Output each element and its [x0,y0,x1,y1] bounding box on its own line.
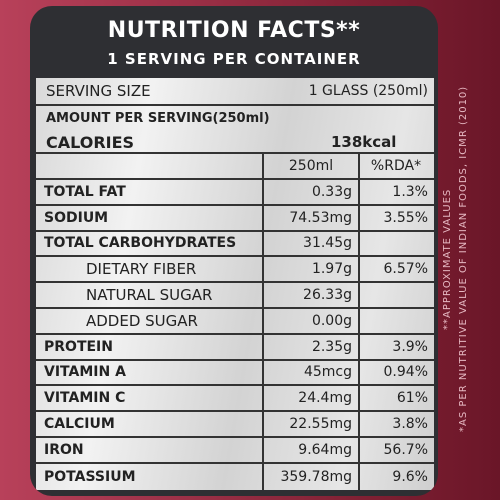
nutrient-rda: 56.7% [383,441,428,458]
nutrient-rda: 9.6% [392,468,428,485]
nutrition-table: SERVING SIZE 1 GLASS (250ml) AMOUNT PER … [34,76,436,492]
nutrient-row: PROTEIN 2.35g 3.9% [36,335,434,361]
serving-size-label: SERVING SIZE [46,82,151,100]
nutrient-name: VITAMIN A [44,364,126,381]
nutrient-amount: 45mcg [303,364,352,381]
label-subtitle: 1 SERVING PER CONTAINER [107,50,361,68]
nutrient-rda: 3.8% [392,416,428,433]
calories-label: CALORIES [46,132,135,152]
nutrient-name: POTASSIUM [44,468,136,485]
nutrient-rda: 3.55% [383,209,428,226]
nutrient-row: VITAMIN A 45mcg 0.94% [36,361,434,387]
nutrient-name: TOTAL CARBOHYDRATES [44,235,237,252]
nutrient-amount: 0.33g [311,183,352,200]
nutrient-name: IRON [44,441,84,458]
nutrient-name: SODIUM [44,209,109,226]
serving-size-value: 1 GLASS (250ml) [308,83,428,99]
nutrient-rda [360,283,428,307]
column-header-rda: %RDA* [370,158,422,174]
nutrient-row: TOTAL FAT 0.33g 1.3% [36,180,434,206]
nutrition-label-panel: NUTRITION FACTS** 1 SERVING PER CONTAINE… [30,6,438,496]
nutrient-name: VITAMIN C [44,390,126,407]
nutrient-name: TOTAL FAT [44,183,126,200]
calories-block: AMOUNT PER SERVING(250ml) CALORIES 138kc… [36,106,434,154]
column-header-row: 250ml %RDA* [36,154,434,180]
nutrient-amount: 26.33g [303,287,352,304]
nutrient-rda: 6.57% [383,261,428,278]
nutrient-amount: 1.97g [311,261,352,278]
footnote-source: *AS PER NUTRITIVE VALUE OF INDIAN FOODS,… [458,85,469,432]
nutrient-amount: 24.4mg [298,390,352,407]
column-divider-amount [262,154,264,490]
nutrient-row: NATURAL SUGAR 26.33g [36,283,434,309]
serving-size-row: SERVING SIZE 1 GLASS (250ml) [36,78,434,106]
footnote-approx: **APPROXIMATE VALUES [442,188,453,330]
calories-value: 138kcal [331,133,397,151]
nutrient-name: CALCIUM [44,416,115,433]
nutrient-name: NATURAL SUGAR [86,286,213,305]
nutrient-rda [360,309,428,333]
nutrient-name: PROTEIN [44,338,113,355]
nutrient-rda: 0.94% [383,364,428,381]
nutrient-row: TOTAL CARBOHYDRATES 31.45g [36,232,434,258]
nutrient-amount: 74.53mg [289,209,352,226]
nutrient-rda [360,232,428,256]
nutrient-amount: 2.35g [311,338,352,355]
nutrient-amount: 9.64mg [298,441,352,458]
label-title: NUTRITION FACTS** [107,18,361,43]
nutrient-rda: 1.3% [392,183,428,200]
nutrient-row: VITAMIN C 24.4mg 61% [36,386,434,413]
nutrient-rda: 61% [396,390,428,407]
footnotes: **APPROXIMATE VALUES *AS PER NUTRITIVE V… [436,86,486,470]
column-divider-rda [358,154,360,490]
nutrient-row: SODIUM 74.53mg 3.55% [36,206,434,232]
nutrient-rda: 3.9% [392,338,428,355]
nutrient-row: ADDED SUGAR 0.00g [36,309,434,335]
nutrient-amount: 0.00g [311,312,352,329]
column-header-amount: 250ml [288,158,334,174]
nutrient-row: DIETARY FIBER 1.97g 6.57% [36,257,434,284]
nutrient-row: CALCIUM 22.55mg 3.8% [36,412,434,438]
nutrient-amount: 22.55mg [289,416,352,433]
nutrient-amount: 359.78mg [280,468,352,485]
nutrient-row: POTASSIUM 359.78mg 9.6% [36,464,434,490]
amount-per-serving-label: AMOUNT PER SERVING(250ml) [46,110,270,126]
nutrient-name: DIETARY FIBER [86,260,197,279]
nutrient-name: ADDED SUGAR [86,311,198,330]
nutrient-amount: 31.45g [303,235,352,252]
nutrient-row: IRON 9.64mg 56.7% [36,438,434,464]
